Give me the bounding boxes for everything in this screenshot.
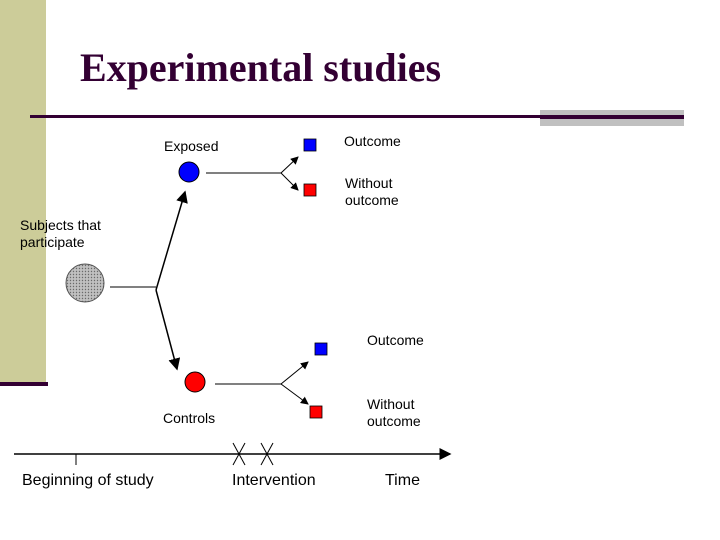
exposed-label: Exposed [164, 138, 219, 154]
subjects-label: Subjects that participate [20, 217, 101, 250]
arrow-to-exposed [155, 190, 188, 291]
exposed-outcome-label: Outcome [344, 133, 401, 149]
title-rule [30, 115, 684, 118]
controls-without-outcome-label: Without outcome [367, 396, 421, 429]
subjects-circle [65, 263, 105, 303]
sidebar-decoration [0, 0, 46, 384]
title-rule-accent-line [540, 116, 684, 119]
exposed-circle [178, 161, 200, 183]
controls-circle [184, 371, 206, 393]
controls-label: Controls [163, 410, 216, 426]
sidebar-underline [0, 382, 48, 386]
timeline-intervention-label: Intervention [232, 472, 316, 489]
intervention-mark-1b [232, 442, 246, 466]
exposed-fork-up [280, 156, 299, 174]
controls-fork-up [280, 361, 309, 385]
controls-without-outcome-square [309, 405, 323, 419]
intervention-mark-2b [260, 442, 274, 466]
timeline-start-label: Beginning of study [22, 472, 154, 489]
timeline-end-label: Time [385, 472, 420, 489]
exposed-without-outcome-label: Without outcome [345, 175, 399, 208]
arrow-to-controls [155, 289, 181, 371]
controls-outcome-label: Outcome [367, 332, 424, 348]
slide-title: Experimental studies [80, 45, 442, 90]
controls-outcome-square [314, 342, 328, 356]
exposed-without-outcome-square [303, 183, 317, 197]
exposed-outcome-square [303, 138, 317, 152]
controls-fork-down [280, 383, 309, 405]
exposed-fork-down [280, 172, 299, 191]
